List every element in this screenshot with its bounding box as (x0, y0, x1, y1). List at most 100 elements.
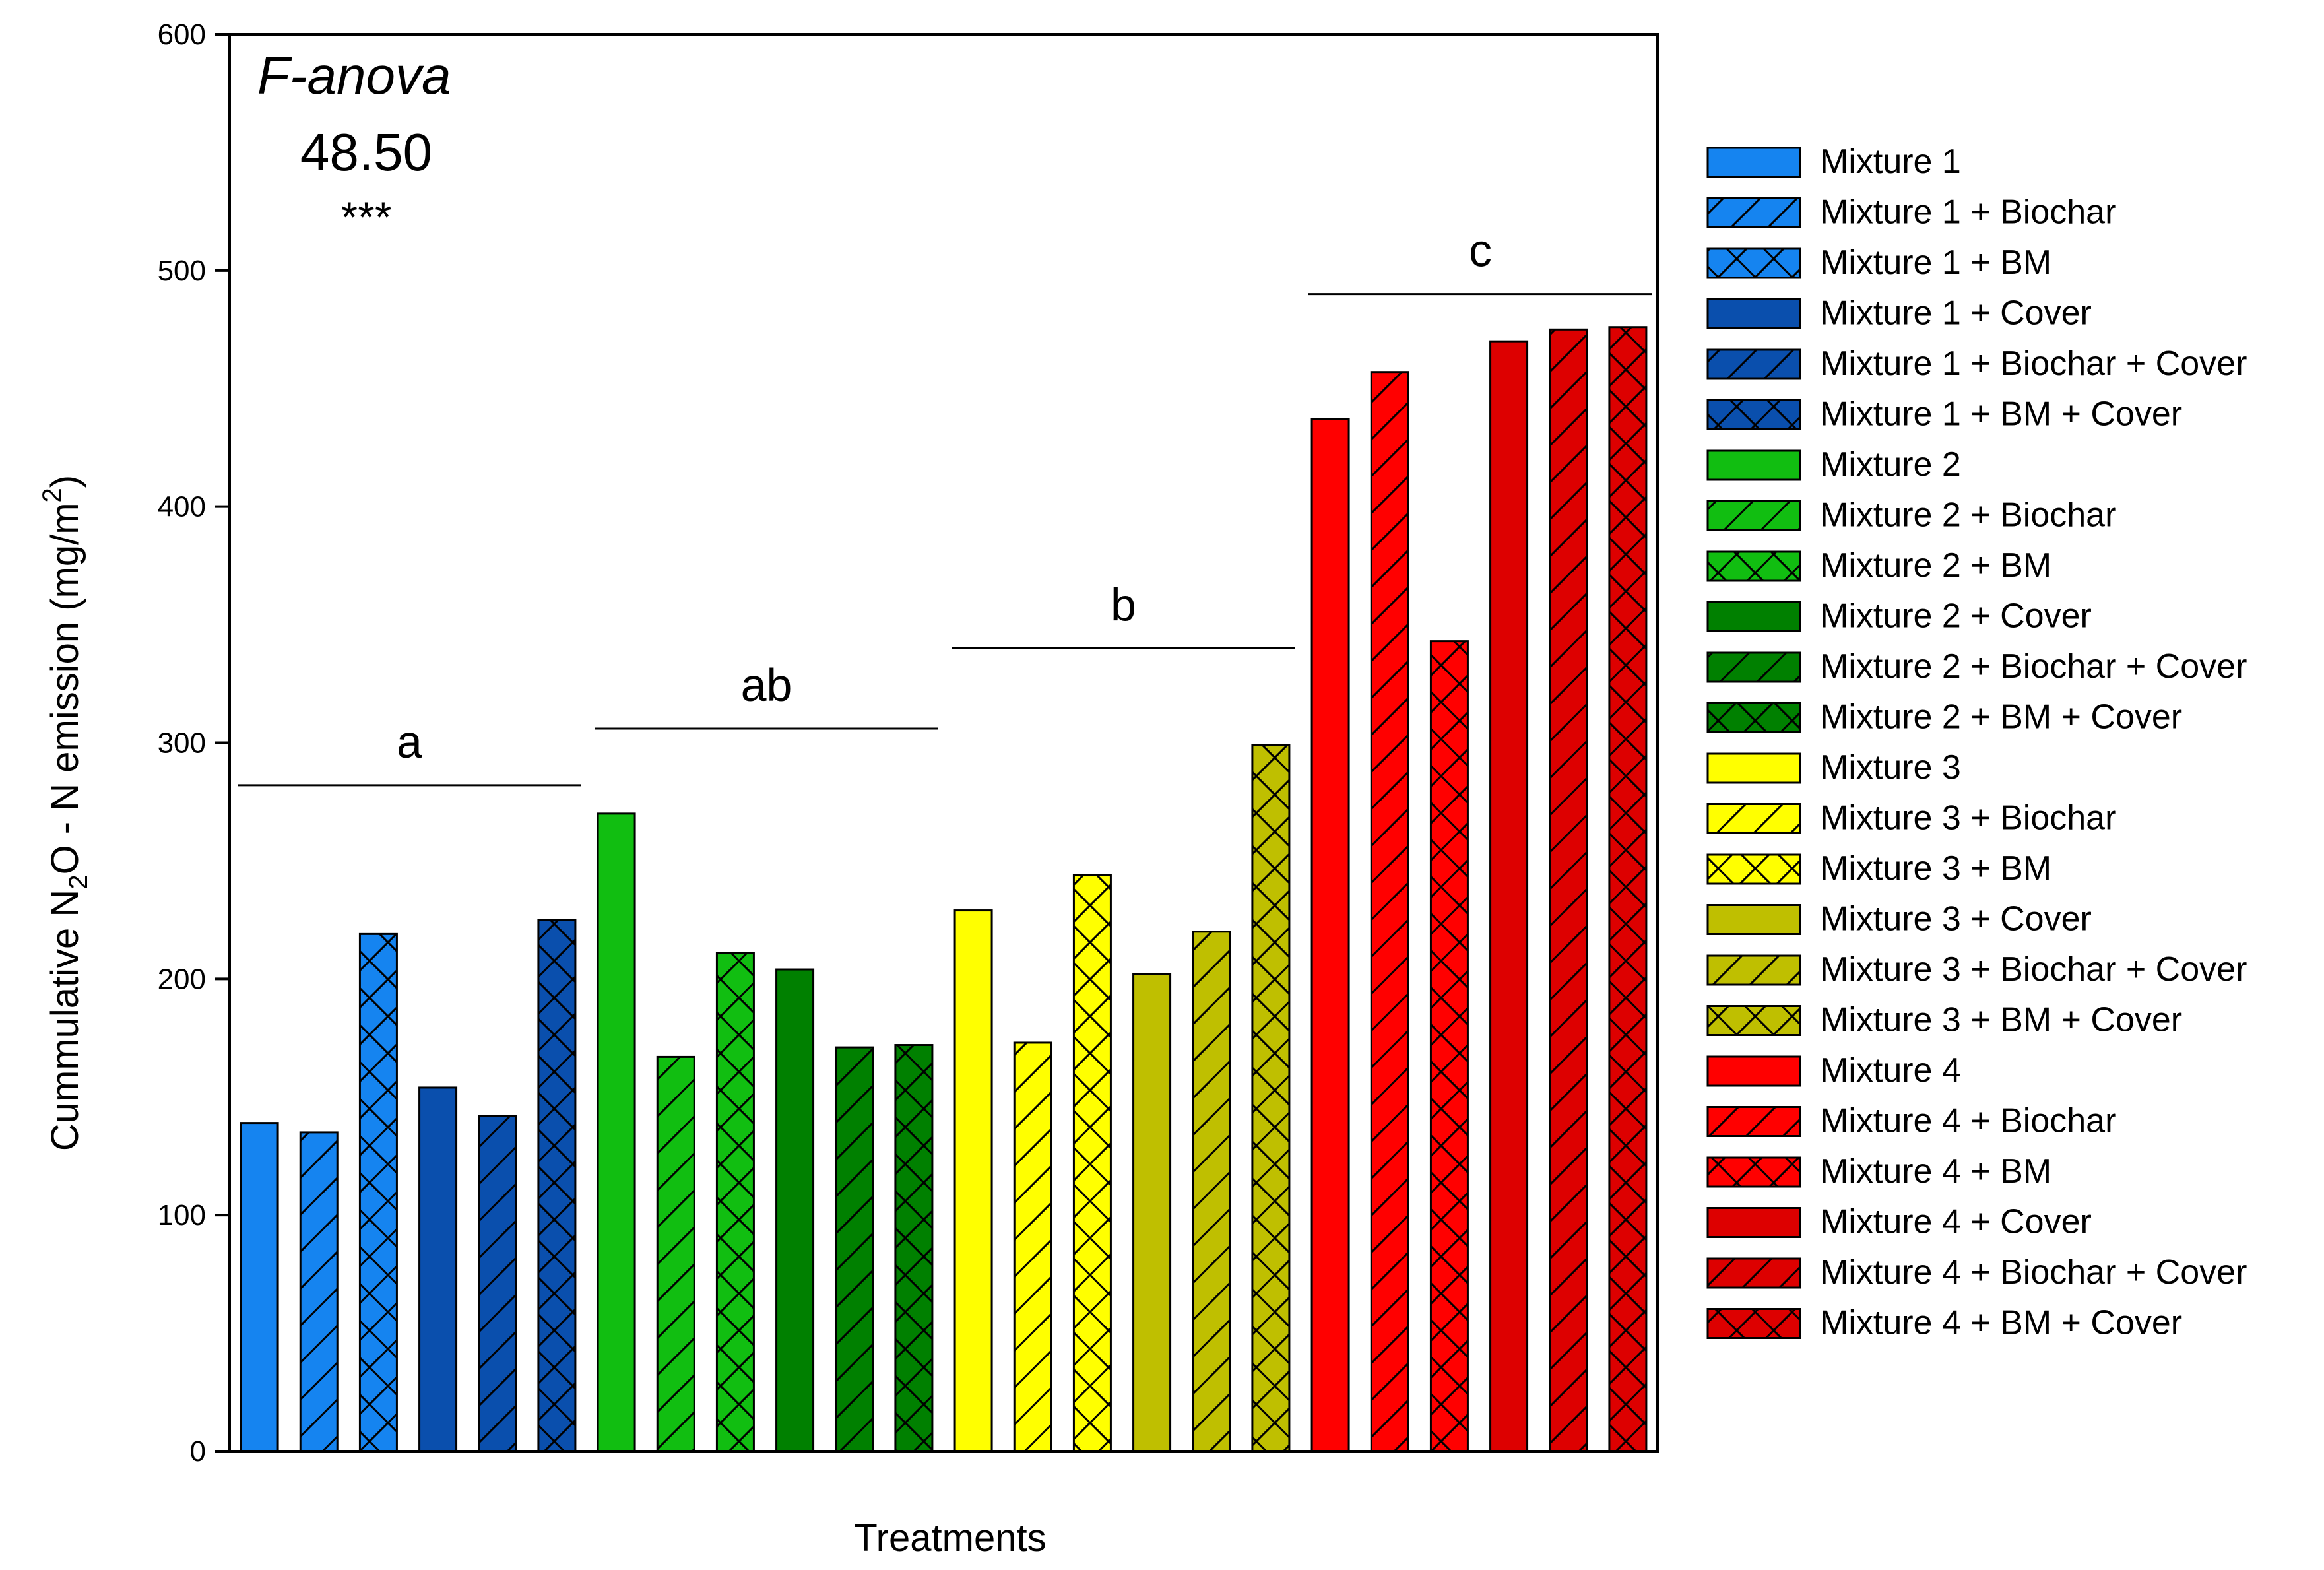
y-tick-label-0: 0 (190, 1435, 206, 1468)
legend-swatch-outline-21 (1706, 1156, 1801, 1188)
legend-label-14: Mixture 3 + Biochar (1820, 799, 2116, 837)
legend-label-8: Mixture 2 + Biochar (1820, 496, 2116, 535)
bar-hatch-9 (717, 952, 754, 1451)
bar-hatch-18 (1252, 745, 1289, 1451)
bar-hatch-23 (1549, 329, 1587, 1452)
legend-swatch-16 (1708, 905, 1800, 934)
bar-hatch-5 (478, 1115, 516, 1451)
bar-10 (776, 969, 814, 1451)
bar-hatch-21 (1431, 641, 1468, 1452)
legend-swatch-13 (1708, 754, 1800, 783)
legend-swatch-hatch-21 (1708, 1158, 1800, 1187)
x-axis-title: Treatments (854, 1517, 1046, 1559)
legend-label-4: Mixture 1 + Cover (1820, 294, 2092, 333)
legend-swatch-outline-1 (1706, 147, 1801, 178)
y-tick-label-100: 100 (158, 1199, 206, 1231)
legend-swatch-hatch-11 (1708, 653, 1800, 682)
legend-label-10: Mixture 2 + Cover (1820, 597, 2092, 636)
group-letter-ab: ab (741, 659, 792, 711)
legend-swatch-hatch-12 (1708, 703, 1800, 733)
legend-swatch-outline-11 (1706, 651, 1801, 683)
legend-swatch-outline-14 (1706, 803, 1801, 834)
legend-label-17: Mixture 3 + Biochar + Cover (1820, 950, 2247, 989)
legend-swatch-hatch-5 (1708, 350, 1800, 379)
y-tick-label-500: 500 (158, 255, 206, 287)
bar-hatch-20 (1371, 372, 1409, 1451)
legend-swatch-hatch-6 (1708, 400, 1800, 430)
bar-hatch-14 (1014, 1042, 1052, 1451)
legend-label-11: Mixture 2 + Biochar + Cover (1820, 647, 2247, 686)
y-tick-label-400: 400 (158, 491, 206, 523)
legend-swatch-outline-24 (1706, 1308, 1801, 1339)
bar-1 (241, 1123, 278, 1451)
legend-swatch-outline-16 (1706, 904, 1801, 935)
axes: 0 100 200 300 400 500 600 (158, 18, 1659, 1468)
legend-label-2: Mixture 1 + Biochar (1820, 193, 2116, 232)
annotation-significance: *** (340, 193, 391, 242)
legend-swatch-outline-3 (1706, 247, 1801, 279)
group-letter-a: a (397, 716, 422, 768)
legend-swatch-1 (1708, 148, 1800, 177)
legend-swatch-outline-6 (1706, 399, 1801, 430)
legend-label-21: Mixture 4 + BM (1820, 1152, 2051, 1191)
significance-groups: a ab b c (238, 225, 1652, 787)
legend-swatch-outline-12 (1706, 702, 1801, 733)
legend-swatch-outline-22 (1706, 1207, 1801, 1238)
legend-swatch-outline-8 (1706, 500, 1801, 531)
legend-swatch-hatch-17 (1708, 956, 1800, 985)
legend-swatch-outline-23 (1706, 1257, 1801, 1289)
legend-swatch-hatch-15 (1708, 855, 1800, 884)
bar-4 (419, 1087, 457, 1451)
legend-label-19: Mixture 4 (1820, 1051, 1961, 1090)
legend-label-15: Mixture 3 + BM (1820, 849, 2051, 888)
legend-swatch-outline-13 (1706, 752, 1801, 784)
y-tick-label-200: 200 (158, 963, 206, 995)
bar-hatch-12 (895, 1045, 932, 1451)
legend-swatch-19 (1708, 1057, 1800, 1086)
bar-hatch-8 (657, 1057, 695, 1451)
legend-label-7: Mixture 2 (1820, 445, 1961, 484)
bar-19 (1312, 419, 1349, 1451)
bar-13 (955, 910, 992, 1451)
bar-hatch-15 (1074, 874, 1111, 1451)
legend-label-6: Mixture 1 + BM + Cover (1820, 395, 2182, 434)
legend-label-24: Mixture 4 + BM + Cover (1820, 1304, 2182, 1342)
legend-swatch-outline-18 (1706, 1005, 1801, 1036)
legend-label-13: Mixture 3 (1820, 748, 1961, 787)
annotation-label: F-anova (257, 46, 451, 105)
legend-swatch-outline-5 (1706, 348, 1801, 380)
bar-16 (1133, 974, 1171, 1451)
bar-hatch-17 (1192, 931, 1230, 1451)
legend-label-9: Mixture 2 + BM (1820, 546, 2051, 585)
bar-22 (1490, 341, 1528, 1451)
y-tick-label-300: 300 (158, 727, 206, 760)
legend-swatch-hatch-8 (1708, 501, 1800, 531)
legend-swatch-hatch-20 (1708, 1107, 1800, 1136)
legend-swatch-outline-4 (1706, 298, 1801, 329)
group-letter-b: b (1111, 579, 1136, 630)
bar-hatch-24 (1609, 327, 1646, 1451)
legend-swatch-7 (1708, 451, 1800, 480)
legend-swatch-4 (1708, 299, 1800, 329)
y-axis-title: Cummulative N2O - N emission (mg/m2) (38, 475, 93, 1151)
legend-label-3: Mixture 1 + BM (1820, 244, 2051, 282)
bar-hatch-3 (360, 934, 397, 1451)
legend-swatch-hatch-2 (1708, 198, 1800, 228)
bars-layer (240, 326, 1648, 1453)
legend-label-23: Mixture 4 + Biochar + Cover (1820, 1253, 2247, 1292)
legend-swatch-22 (1708, 1208, 1800, 1237)
group-letter-c: c (1469, 225, 1492, 277)
legend-swatch-hatch-3 (1708, 249, 1800, 278)
y-tick-label-600: 600 (158, 18, 206, 51)
legend-swatch-outline-17 (1706, 954, 1801, 986)
legend-label-12: Mixture 2 + BM + Cover (1820, 698, 2182, 736)
legend-swatch-outline-9 (1706, 550, 1801, 582)
bar-hatch-11 (835, 1047, 873, 1451)
legend-label-18: Mixture 3 + BM + Cover (1820, 1001, 2182, 1039)
legend-label-5: Mixture 1 + Biochar + Cover (1820, 344, 2247, 383)
bar-hatch-2 (300, 1132, 338, 1451)
legend-label-1: Mixture 1 (1820, 143, 1961, 181)
legend-label-16: Mixture 3 + Cover (1820, 900, 2092, 938)
bar-hatch-6 (538, 919, 575, 1451)
